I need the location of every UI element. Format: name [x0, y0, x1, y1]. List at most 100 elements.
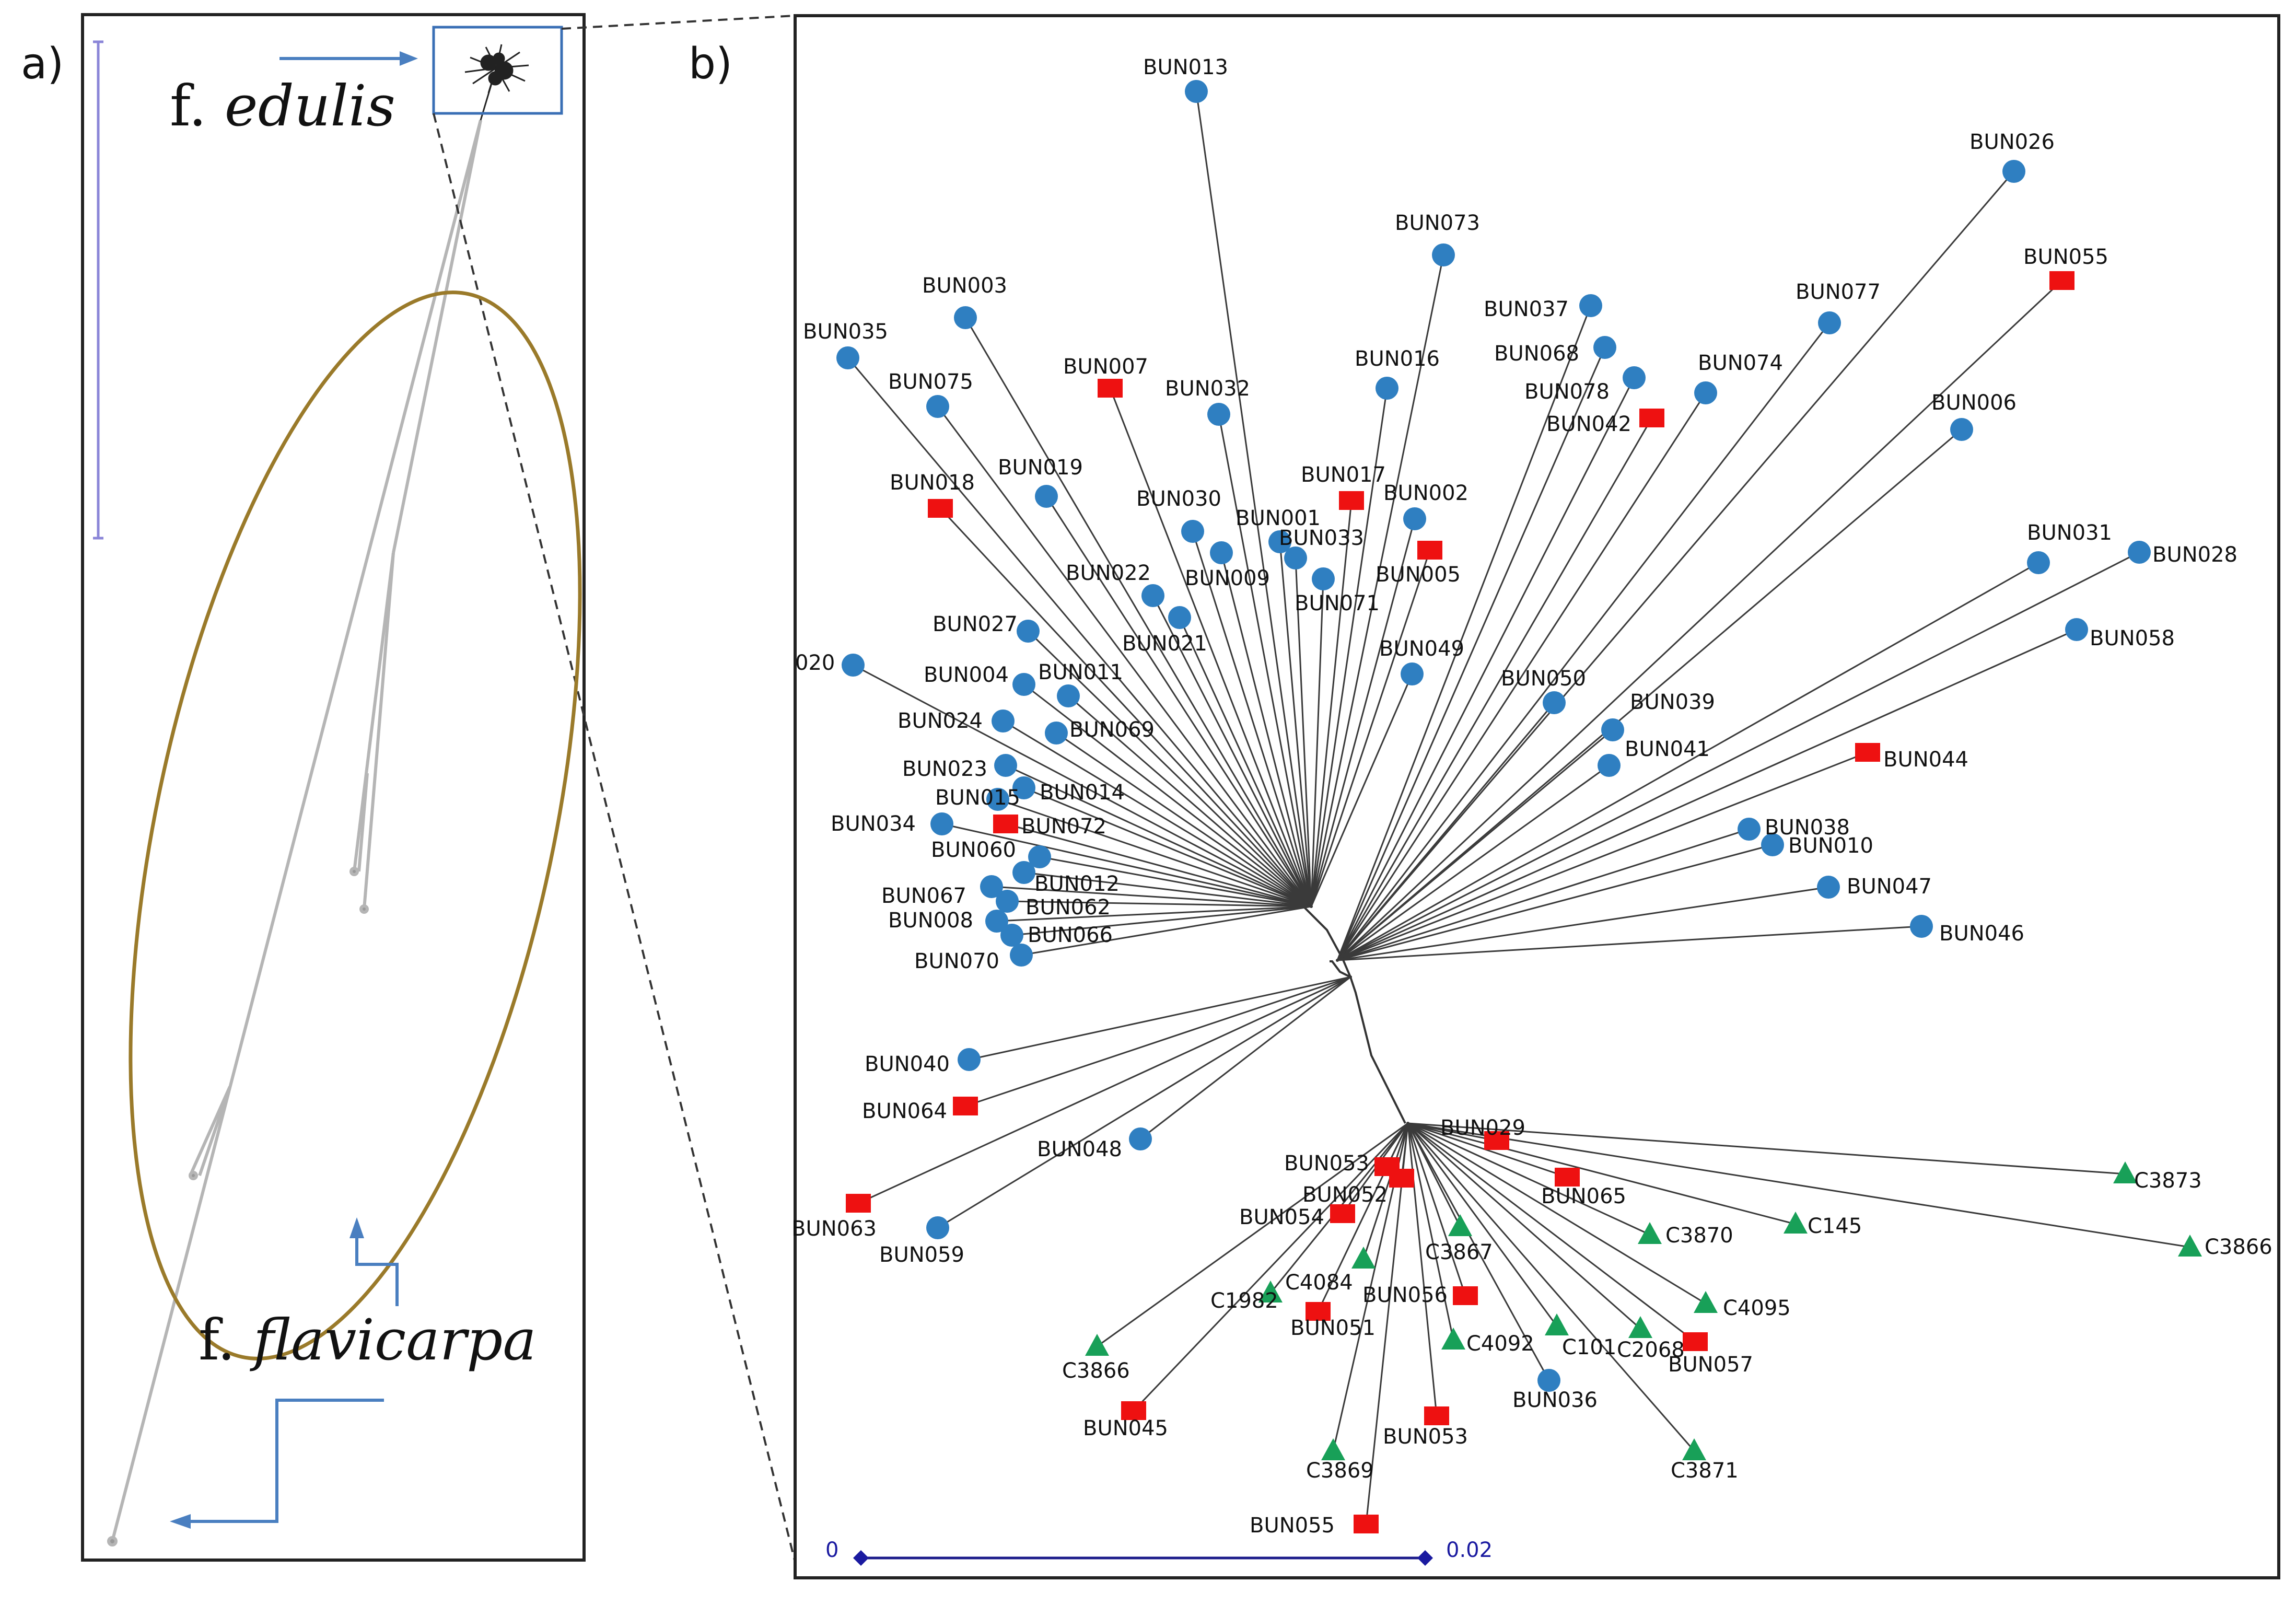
branch	[1179, 617, 1312, 907]
node-marker-circle	[1593, 336, 1616, 359]
node-label: BUN026	[1969, 130, 2055, 154]
branch	[1007, 900, 1312, 908]
edulis-cluster	[464, 44, 529, 121]
node-label: BUN027	[933, 612, 1018, 636]
panel-a: a)	[21, 13, 796, 1563]
node-marker-circle	[2002, 160, 2025, 183]
node-marker-circle	[1818, 311, 1841, 334]
node-label: BUN040	[865, 1052, 950, 1076]
branch	[1005, 823, 1312, 908]
edulis-label: f. edulis	[170, 74, 395, 139]
branch	[1317, 1123, 1409, 1312]
node-label: BUN037	[1484, 297, 1569, 321]
branch	[1337, 629, 2077, 961]
node-label: C4095	[1723, 1296, 1791, 1320]
node-marker-circle	[1761, 833, 1784, 856]
node-marker-square	[1339, 491, 1364, 510]
node-label: BUN071	[1295, 591, 1380, 615]
node-label: BUN013	[1143, 55, 1228, 79]
branch	[1337, 729, 1613, 961]
branch	[1337, 764, 1610, 961]
node-label: BUN041	[1625, 737, 1710, 761]
node-marker-circle	[1028, 845, 1051, 868]
node-label: BUN067	[881, 884, 966, 908]
node-marker-triangle	[2178, 1235, 2202, 1257]
node-marker-circle	[996, 890, 1019, 913]
branch	[1195, 91, 1312, 907]
node-marker-square	[1098, 379, 1123, 398]
node-marker-circle	[2128, 541, 2151, 564]
node-label: BUN063	[791, 1217, 877, 1241]
node-marker-square	[993, 815, 1018, 833]
node-marker-circle	[1207, 403, 1230, 426]
branch	[1407, 1122, 1568, 1178]
node-label: BUN056	[1362, 1283, 1448, 1307]
node-marker-square	[1453, 1286, 1478, 1305]
branch	[996, 905, 1312, 922]
node-label: BUN031	[2027, 521, 2112, 545]
node-label: BUN058	[2090, 626, 2175, 650]
node-marker-triangle	[1351, 1247, 1376, 1269]
node-label: BUN042	[1546, 412, 1631, 436]
node-marker-circle	[1010, 944, 1033, 967]
node-label: BUN033	[1279, 526, 1364, 550]
node-label: C3871	[1671, 1459, 1739, 1483]
node-label: BUN060	[931, 838, 1016, 862]
node-label: C3870	[1665, 1224, 1733, 1248]
branch	[1336, 417, 1653, 961]
node-label: C2068	[1617, 1338, 1685, 1362]
branch	[1337, 562, 2039, 961]
branch	[1407, 1122, 2190, 1248]
node-marker-square	[1354, 1515, 1379, 1533]
node-marker-square	[1330, 1204, 1355, 1223]
node-label: BUN062	[1025, 895, 1111, 920]
branch	[964, 317, 1312, 907]
node-label: BUN068	[1494, 342, 1579, 366]
node-label: BUN057	[1668, 1353, 1753, 1377]
node-label: BUN023	[902, 757, 987, 781]
node-label: BUN069	[1069, 718, 1155, 742]
node-marker-circle	[992, 710, 1015, 732]
node-label: BUN016	[1355, 347, 1440, 371]
node-marker-circle	[836, 346, 859, 369]
node-label: BUN012	[1034, 872, 1120, 896]
node-label: BUN070	[914, 949, 999, 973]
node-label: C3866	[1062, 1359, 1130, 1383]
node-label: C3866	[2205, 1235, 2272, 1259]
branch	[1027, 630, 1312, 908]
panel-b: b) BUN013BUN073BUN003BUN035BUN075BUN007B…	[689, 14, 2280, 1579]
node-marker-circle	[1045, 722, 1068, 745]
branch	[1407, 1123, 1695, 1451]
branch	[991, 886, 1312, 908]
node-marker-circle	[1579, 294, 1602, 317]
branch	[1056, 732, 1312, 908]
branch	[1039, 856, 1312, 908]
node-marker-square	[1484, 1131, 1509, 1150]
node-label: BUN017	[1301, 463, 1386, 487]
branch	[1023, 787, 1312, 908]
branch	[1407, 1122, 1650, 1236]
tree-branches	[847, 91, 2190, 1525]
node-marker-square	[1417, 541, 1442, 560]
branch	[1407, 1123, 1550, 1381]
branch	[1337, 844, 1773, 961]
node-label: BUN034	[831, 812, 916, 836]
node-marker-circle	[1168, 606, 1191, 629]
flavicarpa-arrow-down	[191, 1399, 384, 1523]
node-label: BUN045	[1083, 1416, 1168, 1440]
node-marker-circle	[1012, 776, 1035, 799]
branch	[1336, 377, 1635, 961]
branch	[1192, 531, 1312, 907]
node-marker-square	[846, 1194, 871, 1213]
branch	[1023, 871, 1312, 908]
node-label: BUN065	[1541, 1184, 1626, 1208]
branch	[1337, 886, 1829, 961]
branch	[939, 507, 1312, 908]
node-marker-circle	[1910, 915, 1933, 938]
node-label: BUN044	[1883, 748, 1968, 772]
panel-a-label: a)	[21, 39, 64, 89]
node-marker-circle	[958, 1048, 981, 1071]
node-marker-square	[1555, 1168, 1580, 1187]
branch	[965, 976, 1351, 1107]
